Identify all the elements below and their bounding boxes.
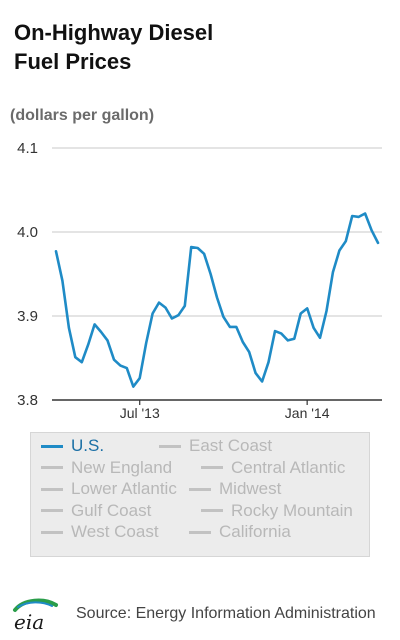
legend-label: Central Atlantic [231,457,346,477]
legend-item-west-coast[interactable]: West Coast [41,522,159,542]
x-tick-label: Jan '14 [285,405,330,421]
legend-item-central-atlantic[interactable]: Central Atlantic [201,458,345,478]
legend-item-california[interactable]: California [189,522,291,542]
legend-label: Lower Atlantic [71,479,177,498]
chart-title-line-1: On-Highway Diesel [14,20,214,45]
legend-item-lower-atlantic[interactable]: Lower Atlantic [41,479,177,499]
y-tick-label: 4.0 [17,224,38,241]
legend-label: California [219,522,291,541]
y-tick-label: 4.1 [17,140,38,157]
legend-label: Rocky Mountain [231,500,353,520]
series-layer [54,212,380,388]
legend-label: West Coast [71,522,159,541]
legend-label: Gulf Coast [71,500,152,520]
legend-swatch [201,509,223,512]
legend-swatch [189,530,211,534]
series-line-us [54,212,380,388]
legend-item-new-england[interactable]: New England [41,458,172,478]
legend-label: East Coast [189,436,273,455]
legend-swatch [41,487,63,491]
y-tick-label: 3.8 [17,392,38,409]
grid-layer [52,147,382,401]
footer: eia Source: Energy Information Administr… [10,596,395,632]
y-tick-label: 3.9 [17,308,38,325]
eia-logo: eia [13,598,58,632]
legend-swatch [41,530,63,534]
line-chart: 3.8 3.9 4.0 4.1 Jul '13 Jan '14 [17,140,382,421]
x-tick-labels: Jul '13 Jan '14 [120,400,330,421]
legend: U.S. East Coast New England Central Atlanti… [30,432,370,557]
source-text: Source: Energy Information Administratio… [76,605,376,622]
legend-item-rocky-mountain[interactable]: Rocky Mountain [201,501,353,521]
logo-text: eia [14,610,44,632]
y-axis-units-label: (dollars per gallon) [10,107,155,124]
legend-swatch [201,466,223,469]
chart-title-line-2: Fuel Prices [14,49,132,74]
legend-swatch [41,509,63,512]
legend-label: U.S. [71,436,105,455]
legend-item-east-coast[interactable]: East Coast [159,436,272,456]
y-tick-labels: 3.8 3.9 4.0 4.1 [17,140,38,409]
legend-item-midwest[interactable]: Midwest [189,479,281,499]
legend-swatch [159,444,181,448]
legend-swatch [189,487,211,491]
legend-swatch [41,444,63,448]
x-tick-label: Jul '13 [120,405,160,421]
legend-item-u-s[interactable]: U.S. [41,436,104,456]
legend-swatch [41,466,63,469]
legend-item-gulf-coast[interactable]: Gulf Coast [41,501,151,521]
legend-label: New England [71,457,173,477]
legend-label: Midwest [219,479,282,498]
chart-title: On-Highway Diesel Fuel Prices [14,18,384,76]
